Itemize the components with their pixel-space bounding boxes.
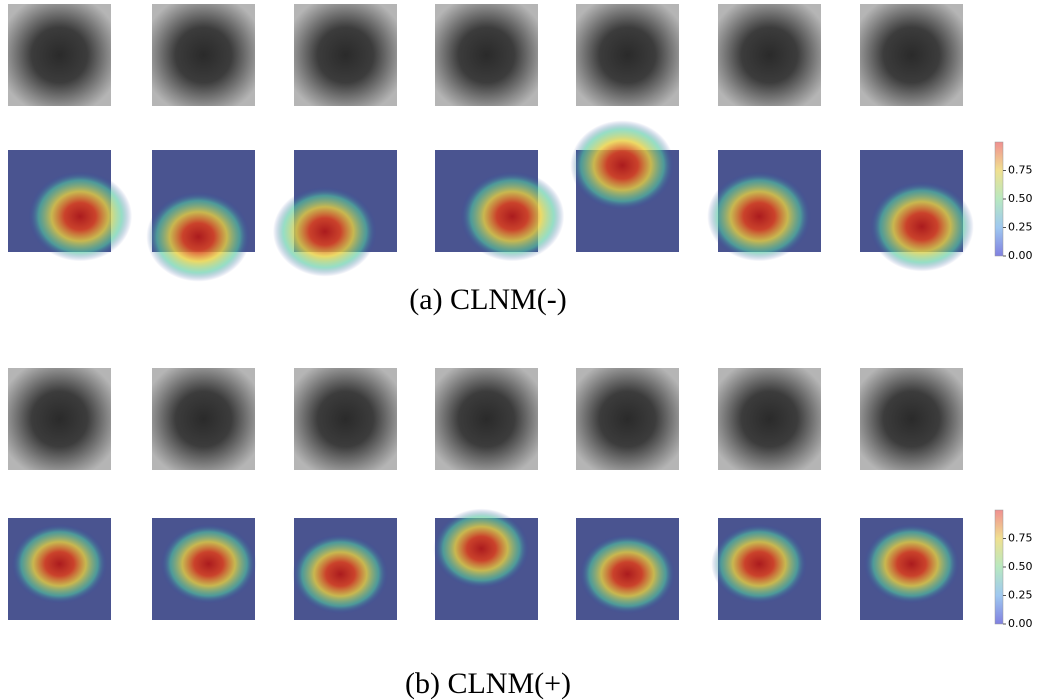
ultrasound-image xyxy=(576,368,679,470)
ultrasound-image xyxy=(435,4,538,106)
ultrasound-image xyxy=(152,4,255,106)
colorbar-tick-label: 0.50 xyxy=(1008,192,1033,205)
ultrasound-image xyxy=(718,368,821,470)
colorbar xyxy=(995,510,1003,624)
ultrasound-image xyxy=(435,368,538,470)
ultrasound-image xyxy=(718,4,821,106)
colorbar-tick-label: 0.25 xyxy=(1008,589,1033,602)
heatmap-hotspot xyxy=(864,524,960,604)
ultrasound-image xyxy=(8,4,111,106)
ultrasound-image xyxy=(576,4,679,106)
heatmap-hotspot xyxy=(273,187,377,277)
colorbar-tick-label: 0.75 xyxy=(1008,164,1033,177)
colorbar-tick-label: 0.75 xyxy=(1008,532,1033,545)
caption: (b) CLNM(+) xyxy=(405,667,571,700)
ultrasound-image xyxy=(860,4,963,106)
colorbar-tick-label: 0.50 xyxy=(1008,560,1033,573)
heatmap-hotspot xyxy=(580,534,676,614)
heatmap-hotspot xyxy=(433,509,529,589)
heatmap-hotspot xyxy=(707,171,811,261)
ultrasound-image xyxy=(294,4,397,106)
ultrasound-image xyxy=(152,368,255,470)
heatmap-hotspot xyxy=(161,524,257,604)
heatmap-hotspot xyxy=(711,524,807,604)
colorbar-tick-label: 0.00 xyxy=(1008,249,1033,262)
colorbar xyxy=(995,142,1003,256)
ultrasound-image xyxy=(294,368,397,470)
colorbar-tick-label: 0.25 xyxy=(1008,221,1033,234)
heatmap-hotspot xyxy=(460,171,564,261)
ultrasound-image xyxy=(860,368,963,470)
colorbar-tick-label: 0.00 xyxy=(1008,617,1033,630)
heatmap-hotspot xyxy=(870,182,974,272)
ultrasound-image xyxy=(8,368,111,470)
heatmap-hotspot xyxy=(146,192,250,282)
heatmap-hotspot xyxy=(292,534,388,614)
figure: (a) CLNM(-) (b) CLNM(+) 0.00 0.25 0.50 0.75… xyxy=(0,0,1047,700)
heatmap-hotspot xyxy=(570,120,674,210)
caption: (a) CLNM(-) xyxy=(409,283,566,316)
heatmap-hotspot xyxy=(28,171,132,261)
heatmap-hotspot xyxy=(12,524,108,604)
